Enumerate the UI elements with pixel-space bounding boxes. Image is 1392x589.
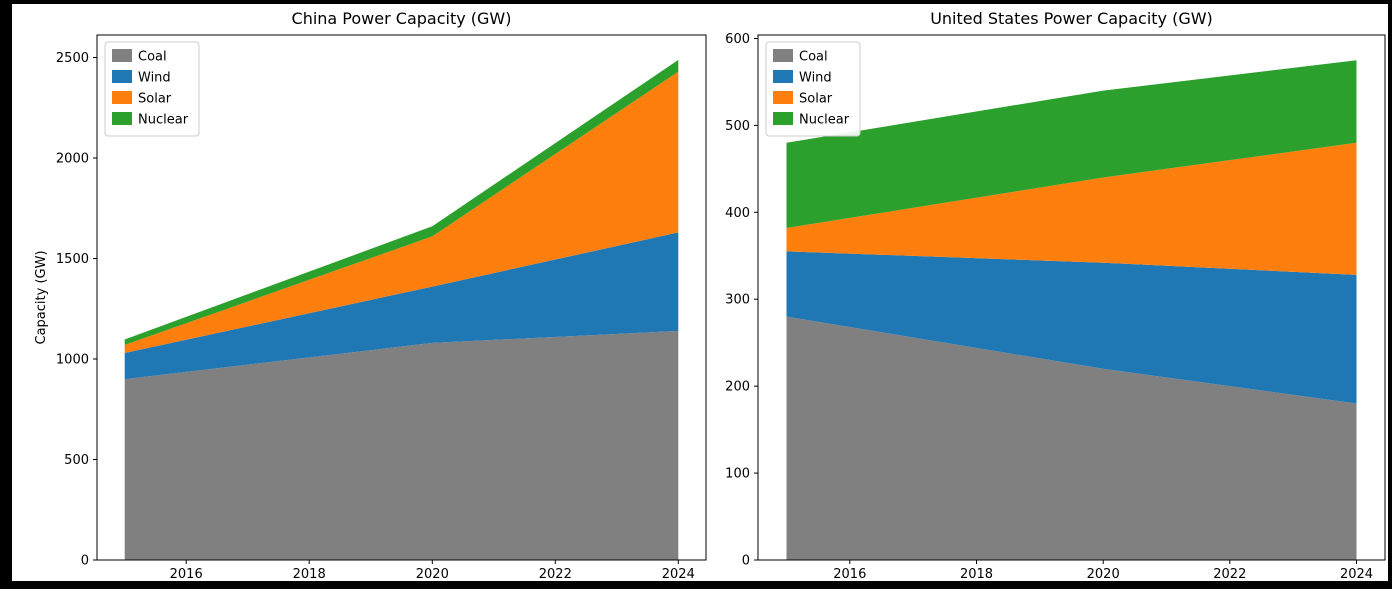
legend-swatch-nuclear — [773, 112, 793, 125]
area-series-nuclear — [786, 60, 1357, 229]
x-tick-label: 2022 — [539, 567, 572, 581]
y-tick-label: 500 — [725, 119, 750, 134]
y-tick-label: 300 — [725, 293, 750, 308]
legend-swatch-coal — [112, 49, 132, 62]
area-series-solar — [124, 71, 679, 353]
stacked-area-charts: 2016 2018 2020 2022 202405001000150020002500… — [34, 9, 1386, 581]
x-tick-label: 2020 — [1087, 567, 1120, 581]
x-tick-label: 2016 — [833, 567, 866, 581]
area-series-wind — [124, 232, 679, 380]
chart-title: China Power Capacity (GW) — [292, 9, 512, 28]
y-tick-label: 0 — [81, 554, 89, 569]
legend-swatch-wind — [112, 70, 132, 83]
legend-swatch-nuclear — [112, 112, 132, 125]
y-axis-label: Capacity (GW) — [34, 250, 49, 344]
legend-swatch-wind — [773, 70, 793, 83]
area-series-coal — [124, 330, 679, 560]
legend-swatch-solar — [773, 91, 793, 104]
x-tick-label: 2018 — [293, 567, 326, 581]
figure-canvas: 2016 2018 2020 2022 2024 0 500 1000 1500 2000 2500… — [12, 4, 1388, 581]
x-tick-label: 2018 — [960, 567, 993, 581]
legend-label-wind: Wind — [138, 71, 171, 86]
legend-label-nuclear: Nuclear — [799, 113, 850, 128]
x-tick-label: 2022 — [1213, 567, 1246, 581]
area-series-solar — [786, 142, 1357, 275]
y-tick-label: 1500 — [56, 252, 89, 267]
legend-label-coal: Coal — [799, 50, 828, 65]
x-tick-label: 2016 — [170, 567, 203, 581]
y-tick-label: 400 — [725, 206, 750, 221]
y-tick-label: 0 — [742, 554, 750, 569]
y-tick-label: 1000 — [56, 353, 89, 368]
area-series-coal — [786, 316, 1357, 560]
axes-border — [757, 34, 1386, 561]
y-tick-label: 2500 — [56, 51, 89, 66]
x-tick-label: 2024 — [662, 567, 695, 581]
x-tick-label: 2024 — [1340, 567, 1373, 581]
y-tick-label: 500 — [64, 453, 89, 468]
y-tick-label: 600 — [725, 32, 750, 47]
axes-border — [96, 34, 707, 561]
legend-swatch-solar — [112, 91, 132, 104]
legend-label-coal: Coal — [138, 50, 167, 65]
legend-label-wind: Wind — [799, 71, 832, 86]
area-series-wind — [786, 251, 1357, 404]
legend-label-solar: Solar — [799, 92, 833, 107]
y-tick-label: 200 — [725, 380, 750, 395]
x-tick-label: 2020 — [416, 567, 449, 581]
chart-title: United States Power Capacity (GW) — [930, 9, 1213, 28]
legend-label-nuclear: Nuclear — [138, 113, 189, 128]
legend-label-solar: Solar — [138, 92, 172, 107]
legend-swatch-coal — [773, 49, 793, 62]
y-tick-label: 100 — [725, 467, 750, 482]
y-tick-label: 2000 — [56, 152, 89, 167]
